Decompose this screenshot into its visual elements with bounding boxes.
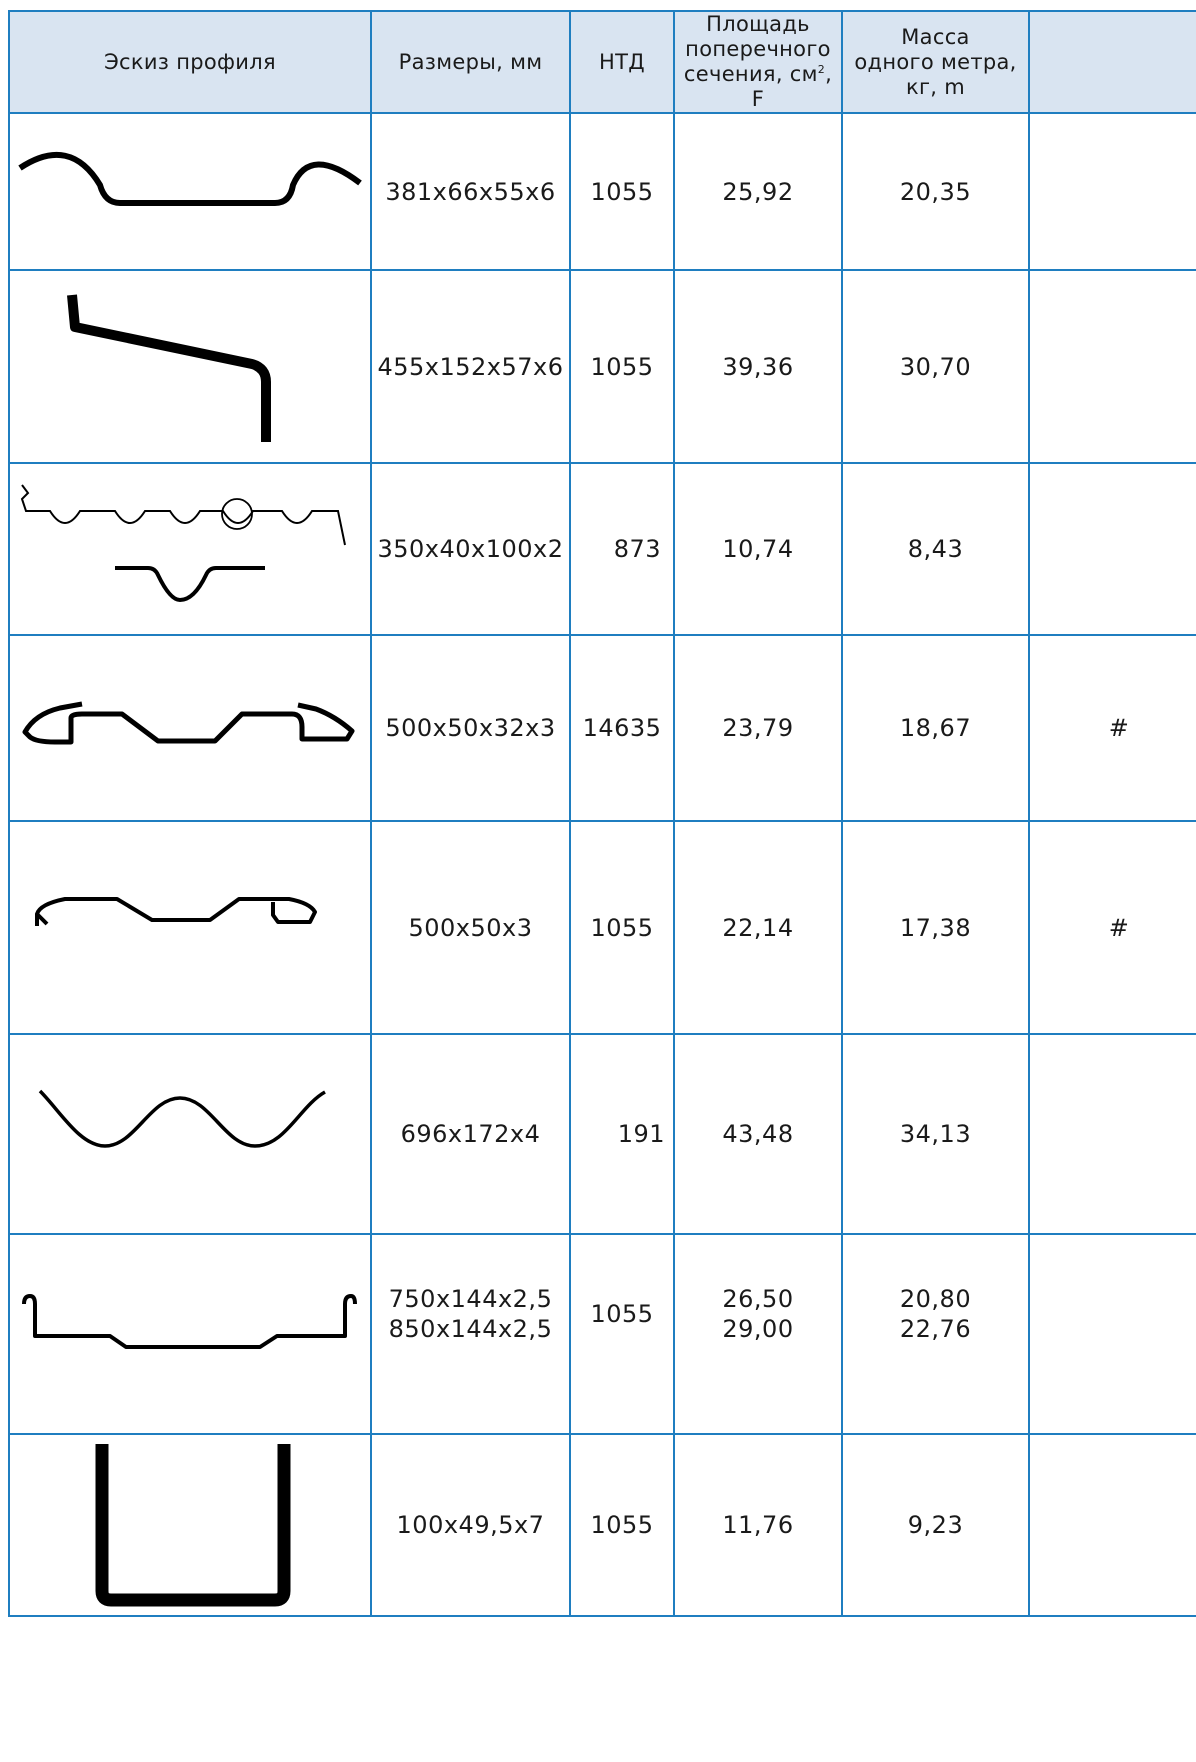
dimensions-cell: 696x172x4 bbox=[370, 1033, 571, 1235]
extra-cell bbox=[1028, 1233, 1196, 1435]
extra-cell bbox=[1028, 1433, 1196, 1617]
extra-cell bbox=[1028, 112, 1196, 271]
extra-cell: # bbox=[1028, 820, 1196, 1035]
dimensions-value-2: 850x144x2,5 bbox=[388, 1315, 553, 1343]
ntd-cell: 191 bbox=[569, 1033, 675, 1235]
area-value-2: 29,00 bbox=[722, 1315, 794, 1343]
header-sketch: Эскиз профиля bbox=[8, 10, 372, 114]
mass-cell: 9,23 bbox=[841, 1433, 1030, 1617]
ntd-cell: 14635 bbox=[569, 634, 675, 822]
mass-cell: 20,80 22,76 bbox=[841, 1233, 1030, 1435]
extra-cell bbox=[1028, 1033, 1196, 1235]
trapezoid-lock-profile-icon bbox=[22, 701, 355, 745]
area-cell: 11,76 bbox=[673, 1433, 843, 1617]
area-cell: 39,36 bbox=[673, 269, 843, 464]
area-cell: 43,48 bbox=[673, 1033, 843, 1235]
ntd-cell: 1055 bbox=[569, 269, 675, 464]
area-cell: 25,92 bbox=[673, 112, 843, 271]
sketch-cell bbox=[8, 112, 372, 271]
table-row: 455x152x57x6 1055 39,36 30,70 bbox=[8, 269, 1196, 464]
table-row: 750x144x2,5 850x144x2,5 1055 26,50 29,00… bbox=[8, 1233, 1196, 1435]
sketch-cell bbox=[8, 269, 372, 464]
sketch-cell bbox=[8, 1033, 372, 1235]
sketch-cell bbox=[8, 820, 372, 1035]
area-cell: 22,14 bbox=[673, 820, 843, 1035]
header-mass-line2: одного метра, bbox=[854, 49, 1017, 74]
ntd-cell: 1055 bbox=[569, 1233, 675, 1435]
dimensions-cell: 350x40x100x2 bbox=[370, 462, 571, 636]
corrugated-sheet-profile-icon bbox=[20, 484, 346, 603]
dimensions-cell: 500x50x32x3 bbox=[370, 634, 571, 822]
wave-profile-icon bbox=[38, 1089, 326, 1148]
area-cell: 26,50 29,00 bbox=[673, 1233, 843, 1435]
header-area-line1: Площадь bbox=[706, 12, 810, 36]
sketch-cell bbox=[8, 1433, 372, 1617]
header-area-symbol: , F bbox=[751, 62, 833, 111]
table-row: 381x66x55x6 1055 25,92 20,35 bbox=[8, 112, 1196, 271]
dimensions-cell: 455x152x57x6 bbox=[370, 269, 571, 464]
ntd-cell: 1055 bbox=[569, 820, 675, 1035]
table-row: 696x172x4 191 43,48 34,13 bbox=[8, 1033, 1196, 1235]
mass-value-2: 22,76 bbox=[899, 1315, 972, 1343]
header-dimensions: Размеры, мм bbox=[370, 10, 571, 114]
dimensions-cell: 381x66x55x6 bbox=[370, 112, 571, 271]
table-row: 100x49,5x7 1055 11,76 9,23 bbox=[8, 1433, 1196, 1617]
extra-cell: # bbox=[1028, 634, 1196, 822]
area-cell: 10,74 bbox=[673, 462, 843, 636]
z-sheet-pile-profile-icon bbox=[67, 294, 271, 442]
channel-profile-icon bbox=[95, 1444, 291, 1607]
sketch-cell bbox=[8, 1233, 372, 1435]
header-area-line2: поперечного bbox=[685, 37, 831, 61]
header-mass-line1: Масса bbox=[901, 24, 970, 49]
profiles-table: Эскиз профиля Размеры, мм НТД Площадь по… bbox=[8, 10, 1196, 1617]
mass-cell: 30,70 bbox=[841, 269, 1030, 464]
dimensions-cell: 500x50x3 bbox=[370, 820, 571, 1035]
mass-cell: 8,43 bbox=[841, 462, 1030, 636]
mass-cell: 20,35 bbox=[841, 112, 1030, 271]
header-extra bbox=[1028, 10, 1196, 114]
header-area: Площадь поперечного сечения, см2, F bbox=[673, 10, 843, 114]
area-value-1: 26,50 bbox=[722, 1285, 794, 1313]
header-mass: Масса одного метра, кг, m bbox=[841, 10, 1030, 114]
ntd-cell: 1055 bbox=[569, 1433, 675, 1617]
header-ntd: НТД bbox=[569, 10, 675, 114]
header-area-sup: 2 bbox=[817, 63, 826, 76]
ntd-cell: 1055 bbox=[569, 112, 675, 271]
header-row: Эскиз профиля Размеры, мм НТД Площадь по… bbox=[8, 10, 1196, 114]
mass-cell: 34,13 bbox=[841, 1033, 1030, 1235]
arched-sheet-pile-profile-icon bbox=[18, 151, 362, 206]
extra-cell bbox=[1028, 269, 1196, 464]
sketch-cell bbox=[8, 634, 372, 822]
ntd-cell: 873 bbox=[569, 462, 675, 636]
mass-cell: 17,38 bbox=[841, 820, 1030, 1035]
trapezoid-hook-profile-icon bbox=[35, 897, 317, 926]
table-row: 350x40x100x2 873 10,74 8,43 bbox=[8, 462, 1196, 636]
dimensions-cell: 100x49,5x7 bbox=[370, 1433, 571, 1617]
table-row: 500x50x3 1055 22,14 17,38 # bbox=[8, 820, 1196, 1035]
dimensions-value-1: 750x144x2,5 bbox=[388, 1285, 553, 1313]
table-row: 500x50x32x3 14635 23,79 18,67 # bbox=[8, 634, 1196, 822]
ntd-value: 1055 bbox=[590, 1300, 654, 1328]
header-area-line3: сечения, см2, F bbox=[675, 62, 841, 112]
mass-cell: 18,67 bbox=[841, 634, 1030, 822]
flat-tray-profile-icon bbox=[22, 1294, 357, 1349]
mass-value-1: 20,80 bbox=[899, 1285, 972, 1313]
header-area-unit: сечения, см bbox=[683, 62, 818, 86]
extra-cell bbox=[1028, 462, 1196, 636]
dimensions-cell: 750x144x2,5 850x144x2,5 bbox=[370, 1233, 571, 1435]
sketch-cell bbox=[8, 462, 372, 636]
area-cell: 23,79 bbox=[673, 634, 843, 822]
header-mass-line3: кг, m bbox=[905, 74, 966, 99]
